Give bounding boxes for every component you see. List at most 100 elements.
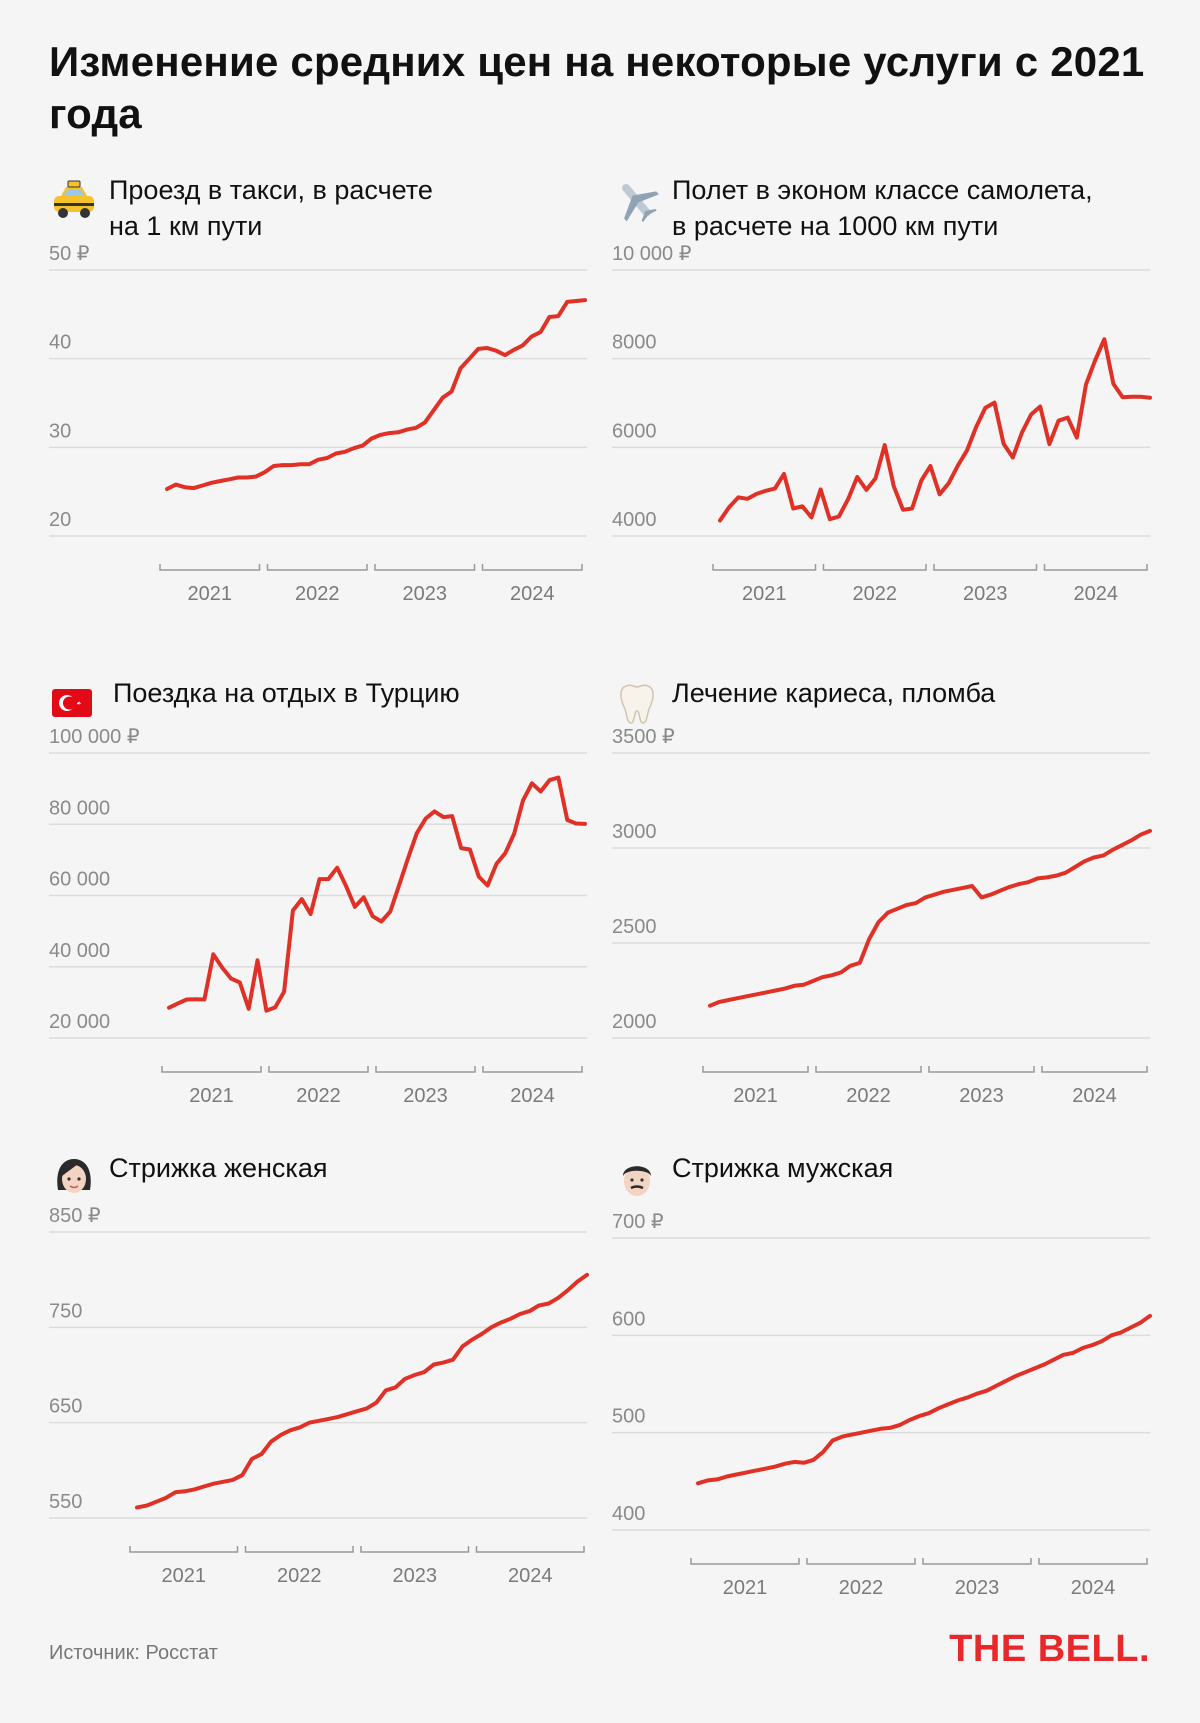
year-bracket: [712, 564, 817, 571]
line-chart: 4000 6000 8000 10 000 ₽ 2021 2022 2023 2024: [612, 243, 1152, 605]
year-bracket: [481, 564, 583, 571]
x-tick-label: 2021: [189, 1085, 234, 1107]
year-bracket: [806, 1558, 916, 1565]
x-tick-label: 2023: [403, 583, 448, 605]
chart-taxi: 20 30 40 50 ₽ 2021 2022 2023 2024: [49, 242, 589, 622]
series-line: [165, 298, 587, 491]
series-line: [135, 1272, 589, 1510]
x-tick-label: 2022: [853, 583, 898, 605]
chart-tooth: 2000 2500 3000 3500 ₽ 2021 2022 2023 2024: [612, 725, 1152, 1155]
x-tick-label: 2023: [393, 1565, 438, 1587]
y-tick-label: 2000: [612, 1011, 657, 1033]
year-bracket: [928, 1066, 1035, 1073]
y-tick-label: 850 ₽: [49, 1205, 101, 1227]
tooth-icon: [612, 679, 662, 729]
year-bracket: [159, 564, 261, 571]
year-bracket: [268, 1066, 369, 1073]
x-tick-label: 2022: [839, 1577, 884, 1599]
x-tick-label: 2024: [1071, 1577, 1116, 1599]
line-chart: 20 30 40 50 ₽ 2021 2022 2023 2024: [49, 243, 587, 605]
series-line: [708, 828, 1152, 1008]
y-tick-label: 30: [49, 420, 71, 442]
year-bracket: [266, 564, 368, 571]
x-tick-label: 2022: [296, 1085, 341, 1107]
x-tick-label: 2021: [733, 1085, 778, 1107]
x-tick-label: 2024: [510, 1085, 555, 1107]
x-tick-label: 2024: [1074, 583, 1119, 605]
x-tick-label: 2022: [295, 583, 340, 605]
y-tick-label: 40 000: [49, 940, 110, 962]
taxi-icon: [49, 176, 99, 226]
chart-woman: 550 650 750 850 ₽ 2021 2022 2023 2024: [49, 1200, 589, 1640]
x-tick-label: 2022: [846, 1085, 891, 1107]
x-tick-label: 2023: [963, 583, 1008, 605]
x-tick-label: 2023: [955, 1577, 1000, 1599]
airplane-icon: [612, 176, 662, 226]
year-bracket: [933, 564, 1038, 571]
y-tick-label: 550: [49, 1491, 82, 1513]
y-tick-label: 6000: [612, 420, 657, 442]
y-tick-label: 40: [49, 332, 71, 354]
year-bracket: [815, 1066, 922, 1073]
chart-man: 400 500 600 700 ₽ 2021 2022 2023 2024: [612, 1200, 1152, 1640]
woman-icon: [49, 1154, 99, 1204]
y-tick-label: 4000: [612, 509, 657, 531]
man-icon: [612, 1154, 662, 1204]
panel-title: Стрижка мужская: [672, 1153, 894, 1183]
y-tick-label: 3500 ₽: [612, 726, 675, 748]
y-tick-label: 80 000: [49, 797, 110, 819]
year-bracket: [161, 1066, 262, 1073]
year-bracket: [482, 1066, 583, 1073]
panel-title: Проезд в такси, в расчете на 1 км пути: [109, 175, 433, 241]
y-tick-label: 50 ₽: [49, 243, 90, 265]
year-bracket: [922, 1558, 1032, 1565]
line-chart: 550 650 750 850 ₽ 2021 2022 2023 2024: [49, 1205, 589, 1587]
brand-logo: THE BELL.: [949, 1628, 1150, 1670]
y-tick-label: 60 000: [49, 869, 110, 891]
x-tick-label: 2024: [1072, 1085, 1117, 1107]
y-tick-label: 8000: [612, 332, 657, 354]
panel-title: Поездка на отдых в Турцию: [113, 678, 460, 708]
x-tick-label: 2021: [162, 1565, 207, 1587]
series-line: [167, 775, 587, 1013]
line-chart: 20 000 40 000 60 000 80 000 100 000 ₽ 2021 202…: [49, 726, 587, 1107]
y-tick-label: 20: [49, 509, 71, 531]
year-bracket: [1043, 564, 1148, 571]
y-tick-label: 700 ₽: [612, 1211, 664, 1233]
y-tick-label: 100 000 ₽: [49, 726, 140, 748]
year-bracket: [702, 1066, 809, 1073]
year-bracket: [374, 564, 476, 571]
y-tick-label: 2500: [612, 916, 657, 938]
x-tick-label: 2021: [723, 1577, 768, 1599]
y-tick-label: 10 000 ₽: [612, 243, 692, 265]
y-tick-label: 650: [49, 1396, 82, 1418]
turkey-flag-icon: [49, 679, 99, 729]
year-bracket: [1038, 1558, 1148, 1565]
series-line: [696, 1313, 1152, 1486]
y-tick-label: 500: [612, 1406, 645, 1428]
source-note: Источник: Росстат: [49, 1642, 218, 1664]
x-tick-label: 2024: [508, 1565, 553, 1587]
year-bracket: [129, 1546, 239, 1553]
x-tick-label: 2024: [510, 583, 555, 605]
year-bracket: [360, 1546, 470, 1553]
x-tick-label: 2023: [959, 1085, 1004, 1107]
year-bracket: [822, 564, 927, 571]
year-bracket: [375, 1066, 476, 1073]
y-tick-label: 20 000: [49, 1011, 110, 1033]
year-bracket: [1041, 1066, 1148, 1073]
year-bracket: [475, 1546, 585, 1553]
line-chart: 400 500 600 700 ₽ 2021 2022 2023 2024: [612, 1211, 1152, 1599]
x-tick-label: 2021: [188, 583, 233, 605]
panel-title: Лечение кариеса, пломба: [672, 678, 996, 708]
year-bracket: [690, 1558, 800, 1565]
panel-title: Полет в эконом классе самолета, в расчет…: [672, 175, 1093, 241]
line-chart: 2000 2500 3000 3500 ₽ 2021 2022 2023 2024: [612, 726, 1152, 1107]
y-tick-label: 600: [612, 1308, 645, 1330]
y-tick-label: 750: [49, 1300, 82, 1322]
y-tick-label: 3000: [612, 821, 657, 843]
x-tick-label: 2022: [277, 1565, 322, 1587]
series-line: [718, 337, 1152, 523]
panel-title: Стрижка женская: [109, 1153, 328, 1183]
